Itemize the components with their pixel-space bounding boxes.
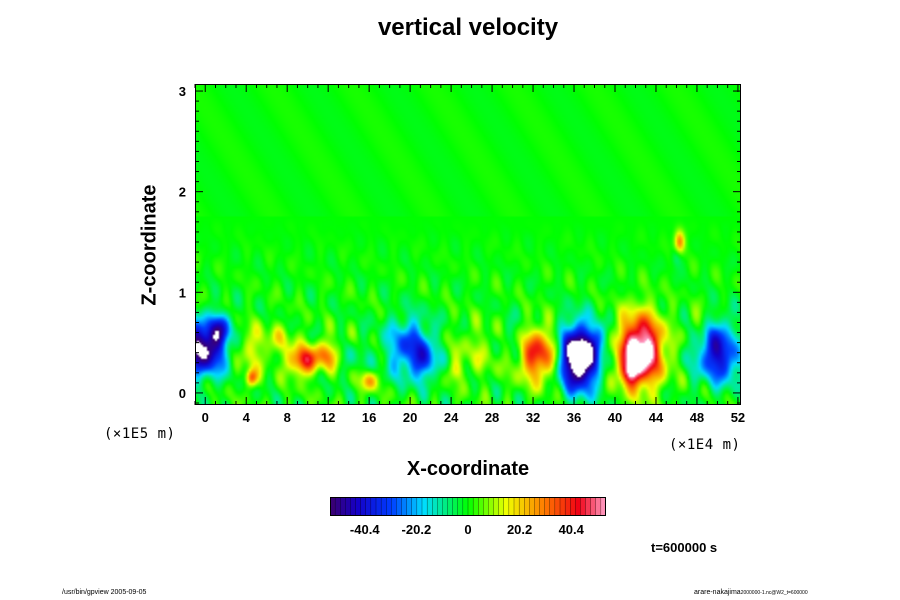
colorbar-swatch [544, 497, 551, 516]
colorbar-swatch [426, 497, 433, 516]
colorbar-tick-label: 0 [464, 522, 472, 537]
colorbar-swatch [595, 497, 602, 516]
x-axis-label: X-coordinate [406, 458, 530, 480]
colorbar-swatch [375, 497, 382, 516]
colorbar-swatch [396, 497, 403, 516]
colorbar-swatch [442, 497, 449, 516]
x-tick-label: 36 [567, 410, 581, 425]
colorbar-swatch [564, 497, 571, 516]
colorbar-swatch [539, 497, 546, 516]
x-scale-label: (×1E4 m) [669, 437, 741, 453]
colorbar-swatch [493, 497, 500, 516]
x-tick-label: 32 [526, 410, 540, 425]
y-scale-label: (×1E5 m) [104, 426, 176, 442]
colorbar-swatch [462, 497, 469, 516]
colorbar-swatch [406, 497, 413, 516]
colorbar-swatch [585, 497, 592, 516]
footer-source-detail: 2000000-1.nc@W2_t=600000 [740, 590, 808, 596]
colorbar-swatch [524, 497, 530, 516]
colorbar-swatch [452, 497, 459, 516]
colorbar-swatch [340, 497, 346, 516]
x-tick-label: 12 [321, 410, 335, 425]
colorbar-swatch [483, 497, 489, 516]
colorbar-swatch [575, 497, 581, 516]
colorbar-swatch [590, 497, 597, 516]
x-tick-label: 44 [649, 410, 664, 425]
x-tick-label: 4 [243, 410, 251, 425]
colorbar-swatch [570, 497, 576, 516]
colorbar-swatch [508, 497, 515, 516]
colorbar-swatch [457, 497, 464, 516]
colorbar-swatch [432, 497, 438, 516]
colorbar-swatch [488, 497, 495, 516]
footer-command: /usr/bin/gpview 2005-09-05 [62, 589, 147, 596]
colorbar-swatch [416, 497, 423, 516]
colorbar-swatch [580, 497, 587, 516]
colorbar-swatch [386, 497, 392, 516]
x-tick-label: 28 [485, 410, 499, 425]
colorbar-swatch [503, 497, 510, 516]
x-tick-label: 20 [403, 410, 417, 425]
plot-area: 0 4 8 12 16 20 24 28 32 36 40 44 48 52 0 1 2 3 [179, 84, 745, 425]
colorbar-swatch [498, 497, 505, 516]
colorbar-swatch [600, 497, 606, 516]
x-tick-label: 0 [202, 410, 209, 425]
colorbar-swatch [467, 497, 474, 516]
x-tick-label: 16 [362, 410, 376, 425]
y-tick-label: 1 [179, 285, 186, 300]
colorbar-swatch [478, 497, 484, 516]
colorbar-swatch [437, 497, 443, 516]
colorbar-swatch [345, 497, 351, 516]
x-tick-label: 40 [608, 410, 622, 425]
colorbar-tick-label: 20.2 [506, 522, 533, 537]
y-tick-label: 3 [179, 84, 186, 99]
colorbar-swatch [334, 497, 341, 516]
colorbar-swatch [421, 497, 428, 516]
colorbar-frame [330, 497, 606, 516]
chart-title: vertical velocity [377, 14, 559, 41]
colorbar-swatch [513, 497, 520, 516]
colorbar-tick-label: -20.2 [401, 522, 432, 537]
colorbar-swatch [518, 497, 525, 516]
colorbar [330, 497, 606, 516]
colorbar-swatches [330, 497, 606, 516]
vertical-velocity-field [195, 84, 741, 405]
y-tick-label: 0 [179, 386, 186, 401]
colorbar-swatch [534, 497, 541, 516]
footer-source-name: arare-nakajima [694, 589, 741, 596]
colorbar-swatch [365, 497, 372, 516]
footer-source: arare-nakajima2000000-1.nc@W2_t=600000 [694, 589, 808, 596]
y-tick-label: 2 [179, 185, 186, 200]
colorbar-swatch [355, 497, 362, 516]
colorbar-swatch [554, 497, 561, 516]
x-tick-label: 8 [284, 410, 291, 425]
x-tick-label: 48 [690, 410, 704, 425]
time-label: t=600000 s [651, 540, 718, 555]
x-tick-label: 24 [444, 410, 459, 425]
colorbar-swatch [360, 497, 367, 516]
colorbar-swatch [472, 497, 479, 516]
colorbar-swatch [391, 497, 397, 516]
colorbar-swatch [401, 497, 408, 516]
colorbar-tick-label: -40.4 [349, 522, 380, 537]
y-axis-label: Z-coordinate [138, 184, 161, 306]
colorbar-swatch [447, 497, 454, 516]
colorbar-swatch [549, 497, 556, 516]
colorbar-swatch [380, 497, 387, 516]
colorbar-swatch [370, 497, 377, 516]
colorbar-tick-label: 40.4 [558, 522, 584, 537]
colorbar-swatch [559, 497, 566, 516]
colorbar-swatch [529, 497, 535, 516]
x-tick-label: 52 [731, 410, 745, 425]
colorbar-swatch [350, 497, 357, 516]
colorbar-swatch [411, 497, 418, 516]
plot-frame [195, 84, 741, 405]
